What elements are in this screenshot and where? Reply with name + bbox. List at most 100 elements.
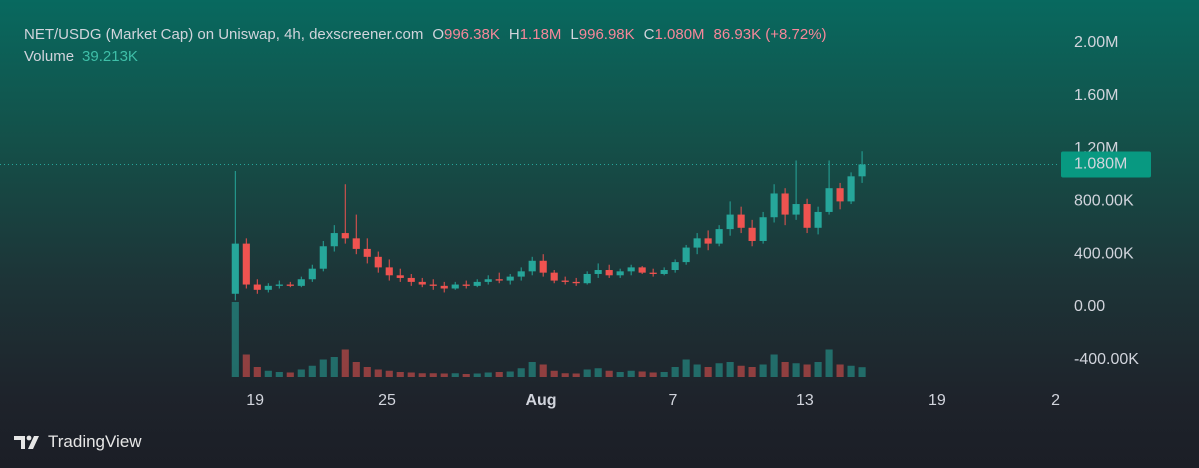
candle-body bbox=[583, 273, 591, 284]
volume-bar bbox=[385, 370, 393, 377]
volume-bar bbox=[627, 370, 635, 377]
volume-value: 39.213K bbox=[82, 48, 138, 65]
candle-body bbox=[484, 279, 492, 282]
volume-bar bbox=[473, 373, 481, 377]
brand: TradingView bbox=[14, 432, 142, 452]
y-tick-label: 0.00 bbox=[1074, 298, 1105, 315]
volume-bar bbox=[649, 372, 657, 377]
volume-bar bbox=[231, 302, 239, 377]
brand-logo bbox=[14, 435, 39, 449]
candle-body bbox=[374, 256, 382, 268]
ohlc-label: H bbox=[508, 26, 520, 43]
candle-body bbox=[616, 271, 624, 276]
candle-body bbox=[396, 275, 404, 278]
candle-body bbox=[495, 279, 503, 281]
volume-bar bbox=[550, 370, 558, 377]
volume-bar bbox=[308, 365, 316, 377]
candle-body bbox=[550, 272, 558, 281]
candle-body bbox=[759, 217, 767, 241]
volume-bar bbox=[726, 362, 734, 377]
volume-bar bbox=[605, 370, 613, 377]
volume-bar bbox=[539, 364, 547, 377]
change-value: 86.93K (+8.72%) bbox=[713, 26, 827, 43]
volume-bar bbox=[715, 363, 723, 377]
candle-body bbox=[330, 233, 338, 247]
candle-body bbox=[418, 281, 426, 285]
candle-body bbox=[792, 204, 800, 215]
candle-body bbox=[506, 276, 514, 281]
candle-body bbox=[429, 284, 437, 286]
x-tick-label: 25 bbox=[378, 392, 396, 409]
x-tick-label: 19 bbox=[928, 392, 946, 409]
candle-body bbox=[473, 281, 481, 286]
ohlc-value: 996.38K bbox=[443, 26, 500, 43]
candle-body bbox=[462, 284, 470, 286]
volume-bar bbox=[616, 372, 624, 377]
volume-bar bbox=[440, 373, 448, 377]
candle-body bbox=[814, 211, 822, 228]
candle-body bbox=[264, 285, 272, 290]
ohlc-value: 1.18M bbox=[519, 26, 562, 43]
x-tick-label: 2 bbox=[1051, 392, 1060, 409]
candle-body bbox=[561, 280, 569, 282]
volume-bar bbox=[836, 364, 844, 377]
ohlc-label: O bbox=[432, 26, 444, 43]
candle-body bbox=[286, 284, 294, 286]
candle-body bbox=[605, 270, 613, 276]
volume-bar bbox=[330, 357, 338, 377]
candle-body bbox=[803, 204, 811, 228]
volume-bar bbox=[803, 364, 811, 377]
ohlc-value: 996.98K bbox=[578, 26, 635, 43]
volume-bar bbox=[297, 369, 305, 377]
candle-body bbox=[847, 176, 855, 202]
volume-bar bbox=[352, 362, 360, 377]
last-price-box bbox=[1061, 151, 1151, 178]
candle-body bbox=[363, 248, 371, 257]
candle-body bbox=[517, 271, 525, 277]
candle-body bbox=[451, 284, 459, 289]
candle-body bbox=[682, 247, 690, 263]
volume-bar bbox=[825, 349, 833, 377]
volume-bar bbox=[671, 367, 679, 377]
volume-row: Volume 39.213K bbox=[24, 46, 836, 68]
x-tick-label: 7 bbox=[668, 392, 677, 409]
volume-bar bbox=[704, 367, 712, 377]
volume-bar bbox=[781, 362, 789, 377]
candle-body bbox=[253, 284, 261, 290]
volume-bar bbox=[682, 359, 690, 377]
volume-bar bbox=[429, 373, 437, 377]
candle-body bbox=[638, 267, 646, 273]
candle-body bbox=[671, 262, 679, 271]
volume-bar bbox=[638, 371, 646, 377]
volume-bar bbox=[275, 372, 283, 377]
volume-bar bbox=[407, 372, 415, 377]
candle-body bbox=[781, 193, 789, 215]
candle-body bbox=[297, 279, 305, 286]
volume-bar bbox=[594, 368, 602, 377]
symbol-title: NET/USDG (Market Cap) on Uniswap, 4h, de… bbox=[24, 26, 424, 43]
volume-label: Volume bbox=[24, 48, 75, 65]
candle-body bbox=[275, 284, 283, 286]
volume-bar bbox=[253, 367, 261, 377]
candle-body bbox=[704, 238, 712, 244]
volume-bar bbox=[418, 373, 426, 377]
volume-bar bbox=[495, 372, 503, 377]
candle-body bbox=[660, 270, 668, 274]
candle-body bbox=[737, 214, 745, 228]
volume-bar bbox=[759, 364, 767, 377]
candle-body bbox=[319, 246, 327, 269]
ohlc-value: 1.080M bbox=[654, 26, 705, 43]
volume-bar bbox=[462, 374, 470, 377]
volume-bar bbox=[341, 349, 349, 377]
volume-bar bbox=[693, 364, 701, 377]
candle-body bbox=[539, 260, 547, 273]
candle-body bbox=[440, 285, 448, 289]
volume-bar bbox=[286, 372, 294, 377]
volume-bar bbox=[484, 372, 492, 377]
brand-name: TradingView bbox=[48, 432, 142, 451]
candle-body bbox=[748, 227, 756, 241]
volume-bar bbox=[858, 367, 866, 377]
candle-body bbox=[341, 233, 349, 239]
volume-bar bbox=[396, 372, 404, 377]
